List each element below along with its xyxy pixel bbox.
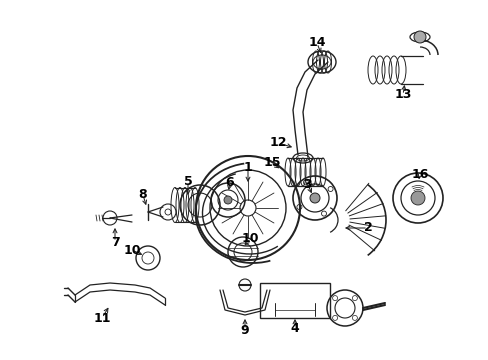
Text: 16: 16 [410,168,428,181]
Circle shape [410,191,424,205]
Text: 11: 11 [93,311,110,324]
Text: 10: 10 [123,243,141,256]
Text: 10: 10 [241,231,258,244]
Text: 14: 14 [307,36,325,49]
Circle shape [224,196,231,204]
Text: 15: 15 [263,157,280,170]
Text: 6: 6 [225,176,234,189]
Text: 7: 7 [110,235,119,248]
Circle shape [413,31,425,43]
Text: 12: 12 [269,136,286,149]
Text: 1: 1 [243,162,252,175]
Text: 5: 5 [183,175,192,189]
Text: 2: 2 [363,221,372,234]
Text: 9: 9 [240,324,249,337]
Text: 4: 4 [290,321,299,334]
Circle shape [309,193,319,203]
Text: 3: 3 [303,179,312,192]
Text: 13: 13 [393,89,411,102]
Text: 8: 8 [139,189,147,202]
Bar [260,283,329,318]
